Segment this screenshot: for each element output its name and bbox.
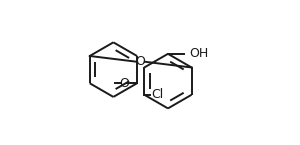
Text: OH: OH — [189, 47, 208, 60]
Text: O: O — [136, 55, 146, 68]
Text: Cl: Cl — [151, 88, 163, 101]
Text: O: O — [119, 77, 129, 90]
